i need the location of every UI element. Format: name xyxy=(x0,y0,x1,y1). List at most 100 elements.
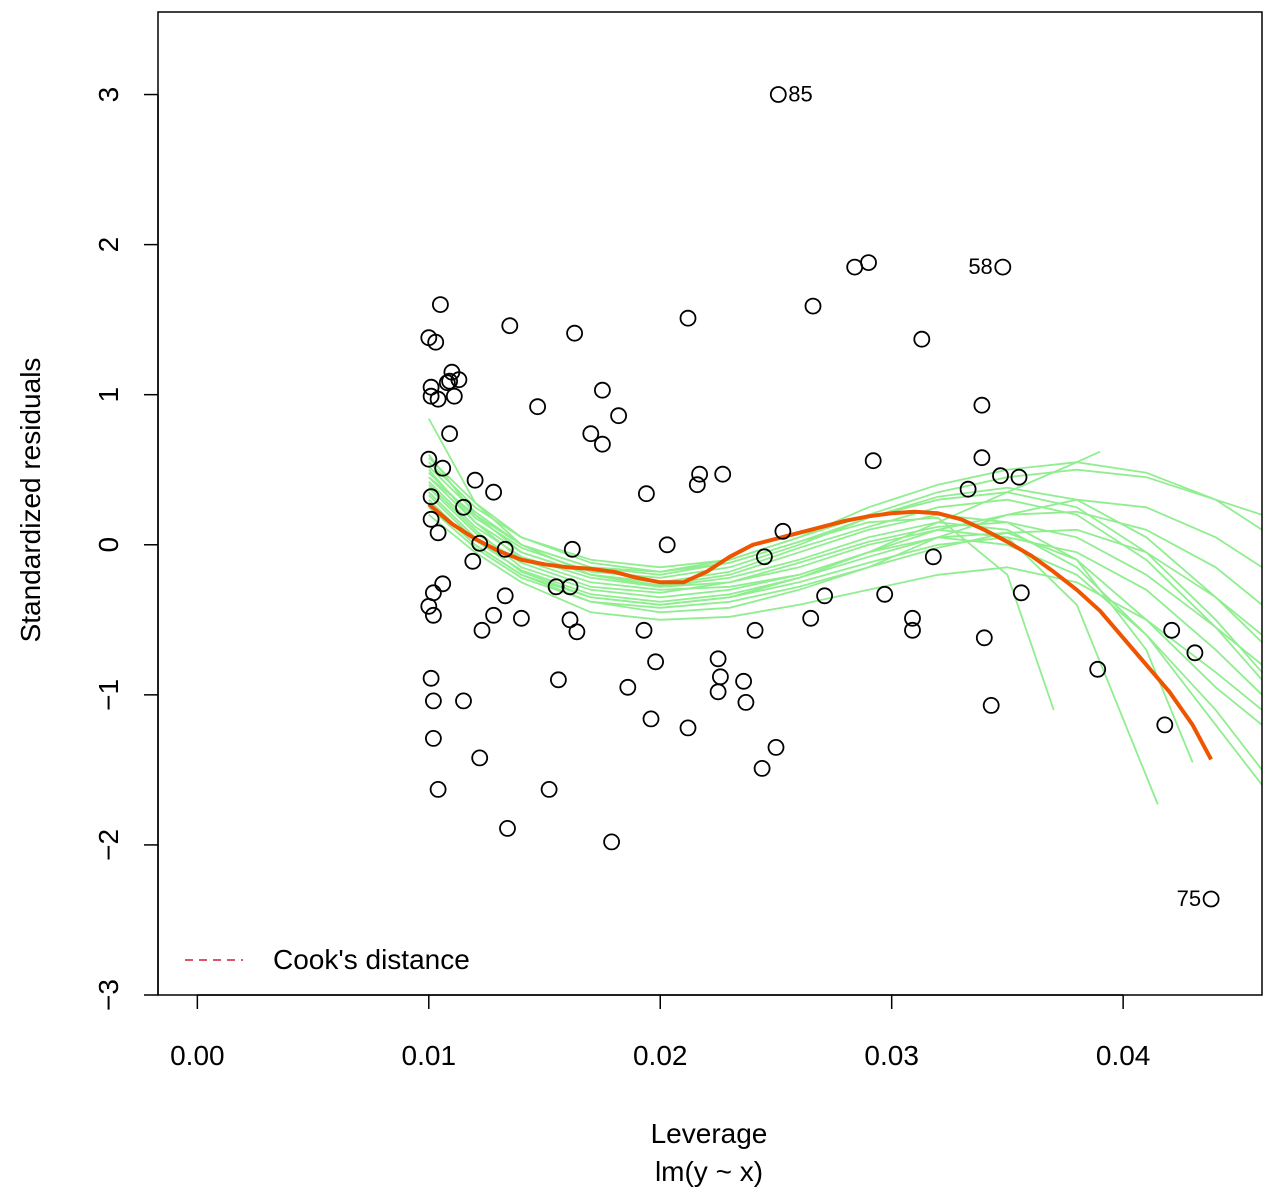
data-point xyxy=(496,540,514,558)
data-point xyxy=(434,575,452,593)
simulated-line xyxy=(428,494,1194,763)
simulated-line xyxy=(428,476,1159,805)
data-point xyxy=(642,710,660,728)
data-point xyxy=(603,833,620,851)
data-point xyxy=(691,465,708,483)
y-tick-label: −3 xyxy=(93,979,124,1011)
simulated-line xyxy=(428,457,1262,673)
data-point xyxy=(679,309,697,327)
data-point xyxy=(550,671,567,689)
data-point xyxy=(594,381,611,399)
data-point xyxy=(499,820,516,837)
data-point xyxy=(422,488,440,506)
data-point xyxy=(712,668,729,686)
x-tick-label: 0.01 xyxy=(402,1040,457,1071)
smooth-line xyxy=(427,502,1213,761)
data-point xyxy=(1089,660,1107,678)
y-tick-label: 1 xyxy=(93,387,124,403)
data-point xyxy=(846,258,864,276)
data-point xyxy=(735,672,752,690)
data-point xyxy=(513,609,530,627)
data-point xyxy=(471,749,489,767)
data-point xyxy=(804,297,822,315)
data-point xyxy=(445,387,463,405)
data-point xyxy=(561,578,579,596)
simulated-line xyxy=(428,491,1262,696)
data-point xyxy=(658,536,676,554)
data-point xyxy=(959,480,977,498)
y-axis-label: Standardized residuals xyxy=(15,358,46,643)
data-point xyxy=(904,609,921,627)
data-point xyxy=(429,390,447,408)
data-point xyxy=(431,296,449,314)
point-label: 58 xyxy=(968,254,992,279)
data-point xyxy=(1202,890,1220,908)
simulated-line xyxy=(428,514,1262,711)
data-point xyxy=(746,621,764,639)
legend: Cook's distance xyxy=(185,944,470,975)
chart-subtitle: lm(y ~ x) xyxy=(655,1156,763,1187)
data-point xyxy=(422,510,440,528)
data-point xyxy=(455,692,472,710)
data-point xyxy=(420,450,438,468)
data-point xyxy=(529,398,546,416)
x-tick-label: 0.02 xyxy=(633,1040,688,1071)
data-point xyxy=(441,372,459,390)
smooth-line-group xyxy=(427,502,1213,761)
point-label: 85 xyxy=(788,82,812,107)
data-point xyxy=(429,781,447,798)
y-tick-label: 0 xyxy=(93,537,124,553)
data-point xyxy=(1010,468,1028,486)
data-point xyxy=(802,609,820,627)
data-point xyxy=(450,371,468,389)
y-axis: −3 −2 −1 0 1 2 3 xyxy=(93,87,159,1011)
simulated-line xyxy=(428,472,1262,643)
legend-cooks-label: Cook's distance xyxy=(273,944,470,975)
y-tick-label: 3 xyxy=(93,87,124,103)
data-point xyxy=(973,449,991,467)
data-point xyxy=(455,498,472,516)
data-point xyxy=(594,435,611,453)
data-point xyxy=(438,374,456,392)
data-point xyxy=(427,333,445,351)
data-point xyxy=(610,407,627,425)
data-point xyxy=(496,587,514,605)
x-tick-label: 0.03 xyxy=(864,1040,919,1071)
simulated-line xyxy=(428,418,1262,726)
data-point xyxy=(753,760,771,777)
plot-frame xyxy=(157,11,1263,996)
simulated-line xyxy=(428,450,1101,606)
data-point xyxy=(566,324,583,342)
x-tick-label: 0.00 xyxy=(170,1040,225,1071)
data-point xyxy=(924,548,942,566)
data-point xyxy=(767,739,785,756)
data-point xyxy=(913,330,931,348)
data-point xyxy=(464,552,482,570)
data-point xyxy=(466,471,484,489)
data-point xyxy=(975,629,993,647)
data-point xyxy=(714,465,732,483)
data-point xyxy=(876,585,894,603)
data-point xyxy=(860,254,877,272)
data-point xyxy=(441,425,459,443)
data-point xyxy=(1163,621,1181,639)
data-point xyxy=(540,781,558,798)
y-tick-label: −1 xyxy=(93,679,124,711)
x-axis-label: Leverage xyxy=(651,1118,768,1149)
y-tick-label: −2 xyxy=(93,829,124,861)
data-point xyxy=(424,730,442,747)
data-point xyxy=(816,587,833,605)
simulated-lines xyxy=(428,418,1262,805)
points-group xyxy=(420,86,1220,908)
data-point xyxy=(774,522,792,540)
data-point xyxy=(471,534,489,552)
data-point xyxy=(1186,644,1204,662)
data-point xyxy=(485,483,503,501)
data-point xyxy=(434,459,452,477)
data-point xyxy=(709,683,727,701)
data-point xyxy=(688,476,706,494)
data-point xyxy=(1156,716,1174,734)
data-point xyxy=(709,650,727,668)
data-point xyxy=(982,697,1000,714)
data-point xyxy=(547,578,565,596)
